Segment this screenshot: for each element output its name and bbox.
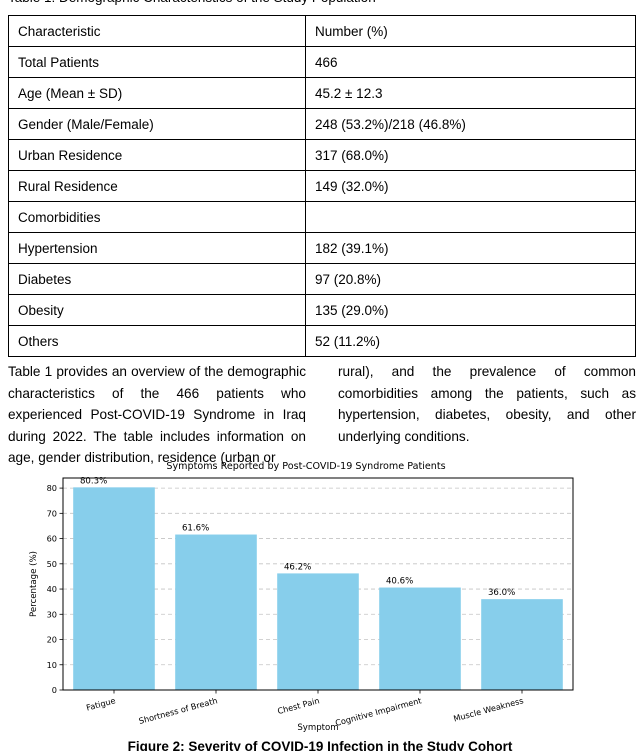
bar xyxy=(379,587,461,690)
x-axis-label: Symptom xyxy=(297,723,338,733)
table-cell-number: 317 (68.0%) xyxy=(305,139,636,171)
bar xyxy=(277,573,359,690)
table-row: Diabetes 97 (20.8%) xyxy=(8,263,636,295)
body-text-left-column: Table 1 provides an overview of the demo… xyxy=(8,364,306,466)
body-text-right-column: rural), and the prevalence of common com… xyxy=(338,364,636,444)
table-header-row: Characteristic Number (%) xyxy=(8,15,636,47)
body-text: Table 1 provides an overview of the demo… xyxy=(8,361,636,469)
demographics-table: Characteristic Number (%) Total Patients… xyxy=(8,15,636,357)
y-tick-label: 10 xyxy=(47,660,57,670)
x-tick-label: Chest Pain xyxy=(276,695,320,716)
chart-title: Symptoms Reported by Post-COVID-19 Syndr… xyxy=(166,461,445,472)
bar xyxy=(481,599,563,690)
table-cell-number: 248 (53.2%)/218 (46.8%) xyxy=(305,108,636,140)
table-cell-characteristic: Others xyxy=(8,325,306,357)
top-clipped-caption: Table 1: Demographic Characteristics of … xyxy=(8,0,376,5)
table-cell-characteristic: Obesity xyxy=(8,294,306,326)
bar-value-label: 40.6% xyxy=(386,577,413,587)
table-cell-characteristic: Hypertension xyxy=(8,232,306,264)
table-cell-number: 182 (39.1%) xyxy=(305,232,636,264)
table-row: Age (Mean ± SD) 45.2 ± 12.3 xyxy=(8,77,636,109)
y-tick-label: 70 xyxy=(47,508,57,518)
table-row: Comorbidities xyxy=(8,201,636,233)
table-row: Total Patients 466 xyxy=(8,46,636,78)
table-cell-number: 135 (29.0%) xyxy=(305,294,636,326)
table-cell-number xyxy=(305,201,636,233)
table-cell-characteristic: Total Patients xyxy=(8,46,306,78)
table-row: Urban Residence 317 (68.0%) xyxy=(8,139,636,171)
bar-value-label: 46.2% xyxy=(284,562,311,572)
table-row: Obesity 135 (29.0%) xyxy=(8,294,636,326)
y-tick-label: 80 xyxy=(47,483,57,493)
table-cell-characteristic: Urban Residence xyxy=(8,139,306,171)
bar xyxy=(73,487,155,690)
bar-value-label: 36.0% xyxy=(488,588,515,598)
y-axis-label: Percentage (%) xyxy=(29,551,39,617)
x-tick-label: Fatigue xyxy=(85,695,116,712)
table-row: Rural Residence 149 (32.0%) xyxy=(8,170,636,202)
table-cell-number: 52 (11.2%) xyxy=(305,325,636,357)
table-cell-characteristic: Rural Residence xyxy=(8,170,306,202)
table-cell-characteristic: Gender (Male/Female) xyxy=(8,108,306,140)
x-tick-label: Shortness of Breath xyxy=(138,695,219,726)
bar xyxy=(175,534,257,690)
table-cell-characteristic: Diabetes xyxy=(8,263,306,295)
table-row: Hypertension 182 (39.1%) xyxy=(8,232,636,264)
y-tick-label: 30 xyxy=(47,609,57,619)
table-cell-number: 97 (20.8%) xyxy=(305,263,636,295)
table-cell-characteristic: Age (Mean ± SD) xyxy=(8,77,306,109)
table-cell-number: 149 (32.0%) xyxy=(305,170,636,202)
x-tick-label: Cognitive Impairment xyxy=(334,695,423,728)
table-cell-number: 45.2 ± 12.3 xyxy=(305,77,636,109)
y-tick-label: 50 xyxy=(47,559,57,569)
table-header-characteristic: Characteristic xyxy=(8,15,306,47)
x-tick-label: Muscle Weakness xyxy=(452,695,524,723)
y-tick-label: 40 xyxy=(47,584,57,594)
y-tick-label: 60 xyxy=(47,534,57,544)
symptoms-bar-chart: Symptoms Reported by Post-COVID-19 Syndr… xyxy=(29,461,574,733)
table-row: Gender (Male/Female) 248 (53.2%)/218 (46… xyxy=(8,108,636,140)
table-header-number: Number (%) xyxy=(305,15,636,47)
table-body: Total Patients 466 Age (Mean ± SD) 45.2 … xyxy=(8,46,636,357)
bar-value-label: 80.3% xyxy=(80,476,107,486)
figure-caption: Figure 2: Severity of COVID-19 Infection… xyxy=(127,739,513,751)
table-cell-characteristic: Comorbidities xyxy=(8,201,306,233)
table-row: Others 52 (11.2%) xyxy=(8,325,636,357)
bar-value-label: 61.6% xyxy=(182,524,209,534)
y-tick-label: 0 xyxy=(52,685,57,695)
y-tick-label: 20 xyxy=(47,635,57,645)
table-cell-number: 466 xyxy=(305,46,636,78)
